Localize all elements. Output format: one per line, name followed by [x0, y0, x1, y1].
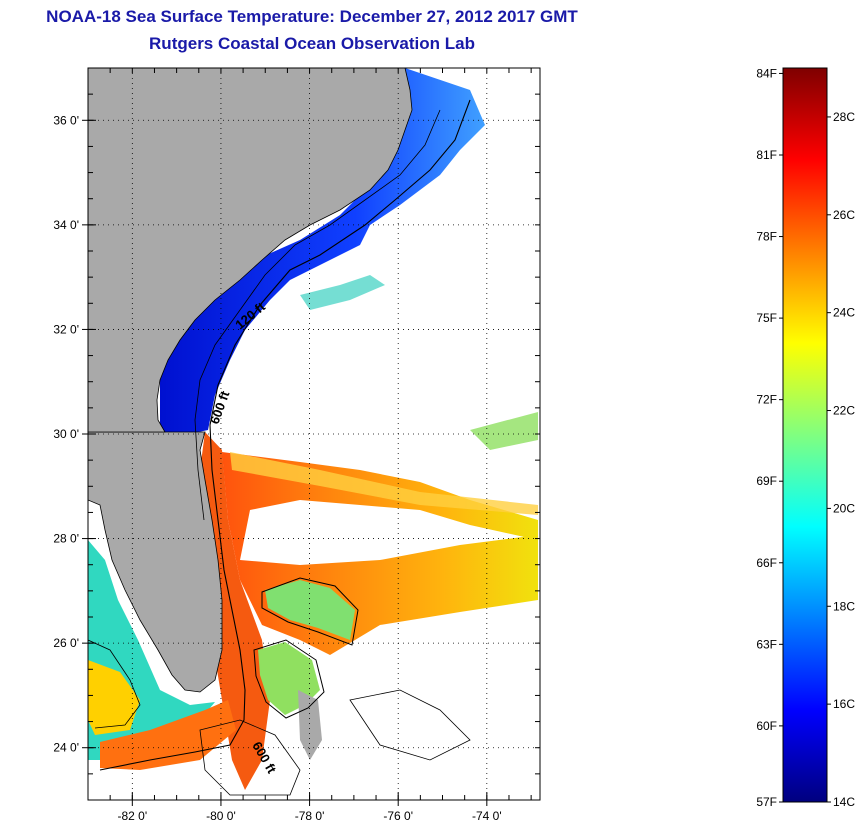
map-subtitle: Rutgers Coastal Ocean Observation Lab [149, 34, 475, 53]
colorbar-f-label: 81F [756, 148, 777, 162]
warm-band-north [230, 452, 538, 515]
colorbar-f-label: 57F [756, 795, 777, 809]
gulf-warm-patch [88, 660, 140, 735]
gulf-stream-core [200, 432, 270, 790]
cold-shelf-water [160, 68, 485, 440]
colorbar-c-label: 20C [833, 501, 855, 515]
florida-current-south [100, 700, 236, 770]
contour-600ft-east [99, 99, 471, 771]
lat-tick-label: 24 0' [53, 741, 79, 755]
contour-gulf [88, 639, 141, 729]
colorbar-f-label: 60F [756, 719, 777, 733]
lat-tick-label: 32 0' [53, 322, 79, 336]
lat-tick-label: 34 0' [53, 218, 79, 232]
colorbar-f-label: 75F [756, 311, 777, 325]
colorbar-c-label: 22C [833, 404, 855, 418]
lat-tick-label: 28 0' [53, 532, 79, 546]
lon-tick-label: -76 0' [383, 809, 413, 823]
colorbar-c-label: 16C [833, 697, 855, 711]
colorbar-c-label: 26C [833, 208, 855, 222]
shelf-water-teal [300, 275, 385, 310]
contour-bahamas [261, 577, 359, 646]
colorbar-f-label: 78F [756, 230, 777, 244]
andros-island [298, 690, 322, 760]
lat-tick-label: 30 0' [53, 427, 79, 441]
contour-cuba-north [349, 689, 471, 761]
florida-land [88, 431, 223, 693]
colorbar-c-label: 18C [833, 599, 855, 613]
colorbar-f-label: 72F [756, 393, 777, 407]
contour-south-islands [199, 719, 301, 796]
map-gridlines [88, 68, 540, 800]
lat-tick-label: 26 0' [53, 636, 79, 650]
colorbar-gradient [782, 67, 828, 803]
green-water-east [470, 412, 538, 450]
us-mainland-land [88, 68, 413, 433]
lon-tick-label: -78 0' [295, 809, 325, 823]
map-axis-ticks: 36 0' 34 0' 32 0' 30 0' 28 0' 26 0' 24 0' -82 0… [53, 67, 540, 823]
little-bahama-bank [265, 580, 355, 640]
lon-tick-label: -74 0' [472, 809, 502, 823]
map-title: NOAA-18 Sea Surface Temperature: Decembe… [46, 7, 578, 26]
colorbar-f-label: 66F [756, 556, 777, 570]
colorbar-c-label: 24C [833, 306, 855, 320]
lat-tick-label: 36 0' [53, 113, 79, 127]
colorbar-f-label: 69F [756, 474, 777, 488]
lon-tick-label: -80 0' [206, 809, 236, 823]
contour-great-bank [253, 639, 325, 719]
contour-120ft-east [194, 109, 441, 521]
colorbar-f-label: 63F [756, 637, 777, 651]
colorbar-f-label: 84F [756, 66, 777, 80]
lon-tick-label: -82 0' [117, 809, 147, 823]
colorbar-c-label: 28C [833, 110, 855, 124]
colorbar-c-label: 14C [833, 795, 855, 809]
